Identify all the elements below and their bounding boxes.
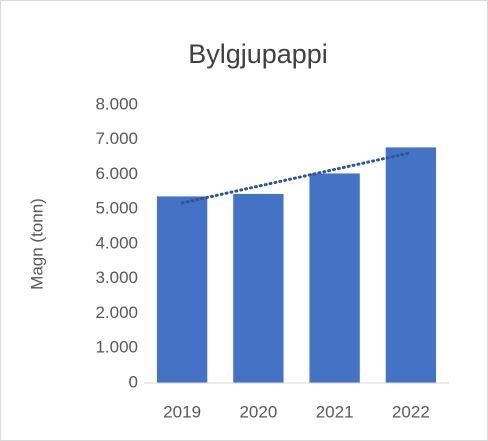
bar (156, 196, 208, 383)
y-tick-label: 2.000 (95, 303, 138, 322)
y-tick-label: 0 (129, 372, 138, 391)
y-tick-label: 8.000 (95, 94, 138, 113)
y-tick-label: 4.000 (95, 233, 138, 252)
bar (385, 147, 437, 383)
y-tick-label: 7.000 (95, 129, 138, 148)
chart-title: Bylgjupappi (188, 39, 328, 69)
y-tick-label: 5.000 (95, 199, 138, 218)
trendline (180, 151, 413, 205)
bar (233, 193, 284, 383)
y-tick-label: 6.000 (95, 164, 138, 183)
y-tick-label: 1.000 (95, 338, 138, 357)
x-tick-label: 2020 (239, 402, 277, 421)
y-tick-label: 3.000 (95, 268, 138, 287)
y-axis-label: Magn (tonn) (27, 198, 46, 290)
x-tick-label: 2019 (163, 402, 201, 421)
x-tick-label: 2022 (392, 402, 430, 421)
x-tick-label: 2021 (316, 402, 354, 421)
bar (309, 173, 360, 383)
